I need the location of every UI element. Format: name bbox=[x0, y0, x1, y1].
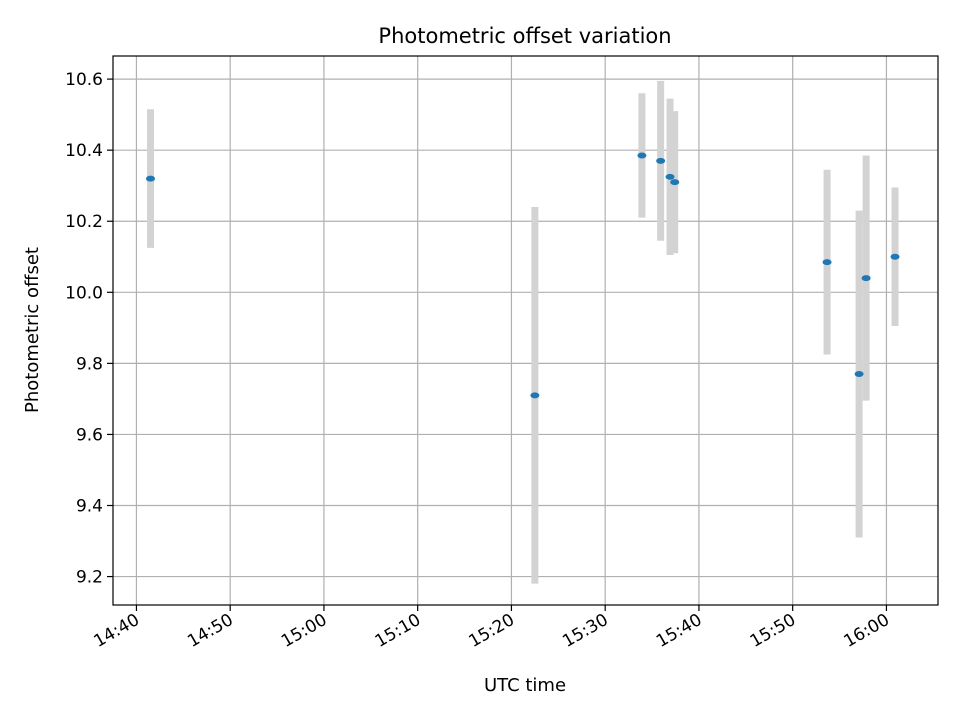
y-tick-label: 10.4 bbox=[65, 141, 103, 161]
y-tick-label: 10.0 bbox=[65, 283, 103, 303]
y-tick-label: 10.2 bbox=[65, 212, 103, 232]
data-point bbox=[854, 371, 864, 378]
data-point bbox=[670, 179, 680, 186]
data-point bbox=[665, 173, 675, 180]
y-tick-label: 9.2 bbox=[76, 568, 103, 588]
y-tick-label: 10.6 bbox=[65, 70, 103, 90]
y-tick-label: 9.6 bbox=[76, 425, 103, 445]
x-axis-title: UTC time bbox=[484, 675, 566, 696]
y-tick-label: 9.8 bbox=[76, 354, 103, 374]
data-point bbox=[861, 275, 871, 282]
data-point bbox=[822, 259, 832, 266]
data-point bbox=[637, 152, 647, 159]
data-point bbox=[530, 392, 540, 399]
data-points bbox=[146, 152, 900, 399]
data-point bbox=[656, 157, 666, 164]
grid-lines bbox=[113, 56, 938, 605]
chart-title: Photometric offset variation bbox=[378, 24, 671, 48]
plot-frame bbox=[112, 55, 939, 606]
data-point bbox=[146, 175, 155, 182]
y-tick-label: 9.4 bbox=[76, 497, 103, 517]
data-point bbox=[890, 253, 900, 260]
y-axis-title: Photometric offset bbox=[22, 247, 43, 413]
